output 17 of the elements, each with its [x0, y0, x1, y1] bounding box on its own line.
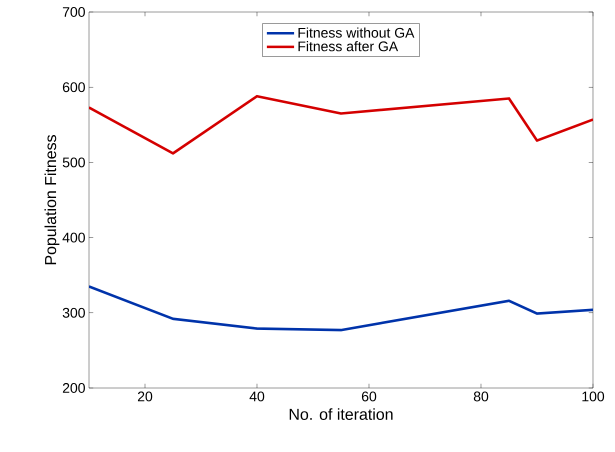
x-tick-label: 100	[582, 392, 604, 402]
y-axis-title: Population Fitness	[44, 135, 60, 264]
x-tick-label: 40	[250, 392, 264, 402]
legend-label: Fitness after GA	[298, 41, 398, 52]
y-tick-label: 500	[62, 157, 85, 168]
y-tick-label: 200	[62, 383, 85, 393]
x-tick-label: 80	[474, 392, 488, 402]
y-tick-label: 700	[62, 7, 85, 17]
x-axis-title: No. of iteration	[290, 408, 393, 420]
x-tick-label: 60	[362, 392, 376, 402]
x-tick-label: 20	[138, 392, 152, 402]
line-series	[89, 94, 593, 155]
y-tick-label: 600	[62, 82, 85, 92]
y-tick-label: 300	[62, 308, 85, 318]
legend-label: Fitness without GA	[298, 27, 414, 38]
line-series	[89, 285, 593, 332]
y-tick-label: 400	[62, 232, 85, 243]
